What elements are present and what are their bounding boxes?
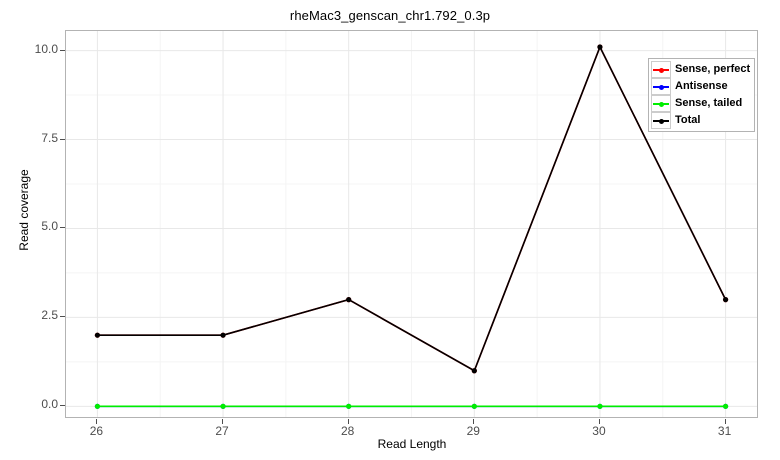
- legend-item-label: Sense, perfect: [675, 63, 751, 75]
- data-point: [471, 368, 477, 374]
- x-axis-tick-label: 26: [89, 424, 104, 438]
- series-line: [97, 45, 727, 372]
- x-axis-tick-label: 27: [215, 424, 229, 438]
- y-axis-tick-label: 5.0: [41, 219, 58, 234]
- chart-legend: Sense, perfect Antisense Sense, tailed Tota…: [648, 58, 756, 132]
- x-axis-label: Read Length: [377, 437, 447, 451]
- legend-point-icon: [659, 101, 664, 107]
- data-point: [597, 403, 603, 409]
- page-title: rheMac3_genscan_chr1.792_0.3p: [289, 8, 491, 23]
- data-point: [94, 332, 101, 338]
- y-axis-tick-mark: [60, 405, 65, 407]
- legend-item[interactable]: Total: [651, 112, 750, 129]
- y-axis-tick-label: 2.5: [41, 308, 58, 323]
- data-point: [220, 332, 226, 338]
- legend-swatch-icon: [651, 78, 671, 95]
- plot-canvas: [66, 31, 757, 417]
- x-axis-tick-label: 30: [592, 424, 606, 438]
- x-axis-tick-label: 28: [340, 424, 355, 438]
- x-axis-tick-label: 29: [466, 424, 480, 438]
- data-point: [722, 297, 729, 303]
- legend-point-icon: [659, 84, 664, 90]
- legend-item-label: Total: [675, 114, 701, 126]
- series-total: [94, 44, 729, 374]
- y-axis-tick-label: 7.5: [41, 130, 58, 145]
- legend-point-icon: [659, 118, 664, 124]
- legend-swatch-icon: [651, 95, 671, 112]
- data-point: [722, 403, 729, 409]
- y-axis-tick-label: 10.0: [34, 41, 58, 56]
- legend-swatch-icon: [651, 112, 671, 129]
- data-point: [220, 403, 226, 409]
- y-axis-tick-mark: [60, 227, 65, 229]
- data-point: [94, 403, 101, 409]
- data-point: [471, 403, 477, 409]
- y-axis-tick-mark: [60, 138, 65, 140]
- x-axis-tick-mark: [96, 419, 98, 424]
- y-axis-tick-mark: [60, 49, 65, 51]
- x-axis-tick-mark: [473, 419, 475, 424]
- y-axis-tick-mark: [60, 316, 65, 318]
- legend-item[interactable]: Sense, tailed: [651, 95, 750, 112]
- data-point: [346, 297, 352, 303]
- x-axis-tick-mark: [347, 419, 349, 424]
- x-axis-tick-mark: [222, 419, 224, 424]
- x-axis-tick-mark: [598, 419, 600, 424]
- series-sense-tailed: [94, 403, 729, 409]
- y-axis-tick-label: 0.0: [41, 397, 58, 412]
- legend-swatch-icon: [651, 61, 671, 78]
- legend-item[interactable]: Sense, perfect: [651, 61, 750, 78]
- legend-point-icon: [659, 67, 664, 73]
- x-axis-tick-label: 31: [717, 424, 732, 438]
- legend-item-label: Sense, tailed: [675, 97, 743, 109]
- plot-panel: [65, 30, 758, 418]
- legend-item[interactable]: Antisense: [651, 78, 750, 95]
- data-point: [597, 44, 603, 50]
- legend-item-label: Antisense: [675, 80, 728, 92]
- data-point: [346, 403, 352, 409]
- x-axis-tick-mark: [724, 419, 726, 424]
